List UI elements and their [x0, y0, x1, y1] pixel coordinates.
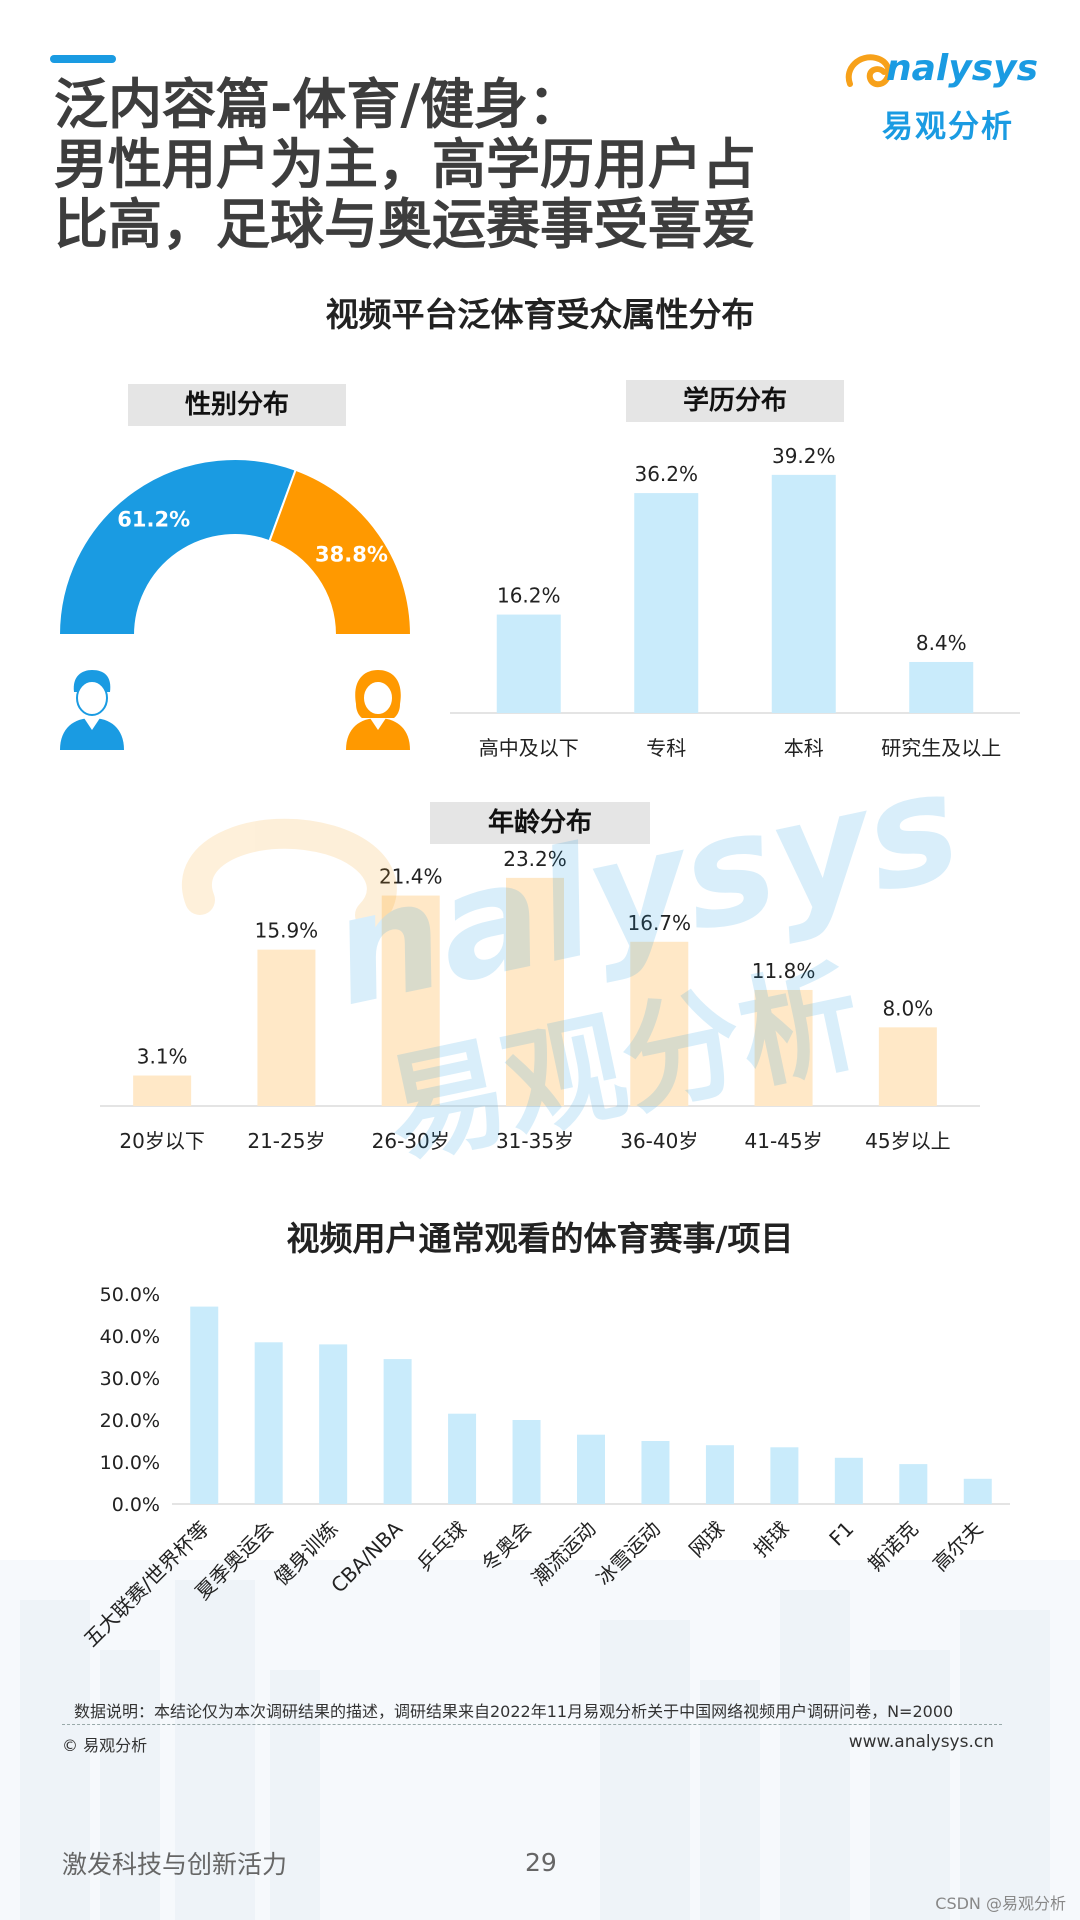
- age-bar-chart: 3.1% 20岁以下 15.9% 21-25岁 21.4% 26-30岁 23.2% 31-3…: [100, 850, 980, 1153]
- sport-bar-0: [190, 1306, 219, 1504]
- bar-category-label-0: 20岁以下: [119, 1129, 204, 1153]
- y-tick-label-4: 40.0%: [100, 1326, 160, 1348]
- bar-4: [630, 941, 689, 1106]
- sport-bar-10: [834, 1457, 863, 1504]
- logo-chinese: 易观分析: [882, 109, 1014, 145]
- bar-0: [496, 614, 561, 713]
- sport-bar-6: [577, 1434, 605, 1504]
- bar-6: [878, 1027, 937, 1106]
- analysys-logo: nalysys 易观分析: [842, 46, 1042, 146]
- sport-category-label-3: CBA/NBA: [326, 1516, 407, 1597]
- sport-category-label-12: 高尔夫: [928, 1517, 987, 1576]
- bar-2: [771, 474, 836, 713]
- male-user-icon: [60, 670, 124, 750]
- y-tick-label-2: 20.0%: [100, 1410, 160, 1432]
- sport-category-label-7: 冰雪运动: [591, 1517, 665, 1591]
- sport-category-label-11: 斯诺克: [863, 1517, 922, 1576]
- title-line-3: 比高，足球与奥运赛事受喜爱: [54, 193, 756, 256]
- bar-category-label-6: 45岁以上: [865, 1129, 950, 1153]
- bar-category-label-4: 36-40岁: [620, 1129, 698, 1153]
- sport-bar-4: [448, 1413, 477, 1504]
- sport-bar-11: [899, 1464, 928, 1504]
- sport-bar-1: [254, 1342, 283, 1504]
- city-skyline-background: [0, 1560, 1080, 1920]
- gender-slice-label-0: 61.2%: [117, 508, 190, 532]
- bar-3: [506, 877, 564, 1106]
- gender-slice-label-1: 38.8%: [315, 543, 388, 567]
- bar-category-label-2: 本科: [784, 736, 824, 760]
- sport-category-label-10: F1: [824, 1517, 858, 1551]
- sport-bar-12: [963, 1478, 992, 1504]
- sport-bar-9: [770, 1447, 799, 1504]
- bar-value-label-3: 8.4%: [916, 631, 967, 655]
- bar-category-label-1: 21-25岁: [247, 1129, 325, 1153]
- education-bar-chart: 16.2% 高中及以下 36.2% 专科 39.2% 本科 8.4% 研究生及以上: [450, 444, 1020, 760]
- gender-chart-title: 性别分布: [128, 384, 346, 426]
- education-chart-title: 学历分布: [626, 380, 844, 422]
- footer-divider: [62, 1724, 1002, 1725]
- bar-value-label-3: 23.2%: [503, 850, 567, 871]
- title-accent-bar: [50, 55, 116, 63]
- title-line-1: 泛内容篇-体育/健身：: [54, 73, 583, 136]
- website-link[interactable]: www.analysys.cn: [848, 1732, 994, 1752]
- data-note: 数据说明：本结论仅为本次调研结果的描述，调研结果来自2022年11月易观分析关于…: [74, 1702, 954, 1721]
- section-title-audience: 视频平台泛体育受众属性分布: [325, 295, 755, 334]
- page-title: 泛内容篇-体育/健身： 男性用户为主，高学历用户占 比高，足球与奥运赛事受喜爱: [54, 75, 834, 255]
- sport-bar-8: [705, 1445, 734, 1504]
- y-tick-label-3: 30.0%: [100, 1368, 160, 1390]
- bar-category-label-0: 高中及以下: [479, 736, 579, 760]
- bar-category-label-3: 研究生及以上: [881, 736, 1001, 760]
- y-tick-label-1: 10.0%: [100, 1452, 160, 1474]
- bar-3: [909, 661, 974, 713]
- gender-slice-1: [268, 468, 413, 636]
- sport-bar-5: [512, 1420, 541, 1504]
- bar-value-label-0: 3.1%: [137, 1045, 188, 1069]
- bar-category-label-5: 41-45岁: [745, 1129, 823, 1153]
- sport-bar-7: [641, 1441, 670, 1504]
- sport-category-label-8: 网球: [684, 1517, 729, 1562]
- sport-category-label-5: 冬奥会: [477, 1517, 536, 1576]
- title-line-2: 男性用户为主，高学历用户占: [54, 133, 756, 196]
- gender-donut-chart: 61.2% 38.8%: [57, 458, 413, 750]
- bar-value-label-4: 16.7%: [628, 911, 692, 935]
- female-user-icon: [346, 670, 410, 750]
- bar-value-label-2: 21.4%: [379, 865, 443, 889]
- sport-category-label-6: 潮流运动: [527, 1517, 601, 1591]
- copyright: © 易观分析: [62, 1736, 148, 1755]
- bar-value-label-0: 16.2%: [497, 584, 561, 608]
- footer-slogan: 激发科技与创新活力: [62, 1850, 288, 1879]
- csdn-credit: CSDN @易观分析: [935, 1894, 1066, 1913]
- y-tick-label-5: 50.0%: [100, 1284, 160, 1306]
- bar-value-label-1: 36.2%: [634, 462, 698, 486]
- page-number: 29: [525, 1848, 557, 1877]
- bar-category-label-1: 专科: [646, 736, 686, 760]
- section-title-sports: 视频用户通常观看的体育赛事/项目: [286, 1219, 794, 1258]
- bar-1: [634, 493, 699, 713]
- bar-1: [257, 949, 316, 1106]
- sport-category-label-9: 排球: [749, 1517, 794, 1562]
- bar-value-label-5: 11.8%: [752, 959, 816, 983]
- bar-2: [381, 895, 440, 1106]
- bar-category-label-2: 26-30岁: [372, 1129, 450, 1153]
- bar-value-label-2: 39.2%: [772, 444, 836, 468]
- logo-wordmark: nalysys: [886, 48, 1039, 89]
- age-chart-title: 年龄分布: [430, 802, 650, 844]
- sport-bar-2: [319, 1344, 348, 1504]
- logo-swoosh-icon: [845, 54, 892, 88]
- bar-value-label-1: 15.9%: [255, 919, 319, 943]
- bar-5: [754, 989, 813, 1106]
- bar-0: [133, 1075, 192, 1106]
- sport-bar-3: [383, 1359, 412, 1504]
- sport-category-label-4: 乒乓球: [412, 1517, 471, 1576]
- sports-bar-chart: 0.0%10.0%20.0%30.0%40.0%50.0%五大联赛/世界杯等夏季…: [79, 1284, 1010, 1651]
- bar-category-label-3: 31-35岁: [496, 1129, 574, 1153]
- bar-value-label-6: 8.0%: [882, 996, 933, 1020]
- y-tick-label-0: 0.0%: [112, 1494, 160, 1516]
- gender-slice-0: [57, 458, 297, 636]
